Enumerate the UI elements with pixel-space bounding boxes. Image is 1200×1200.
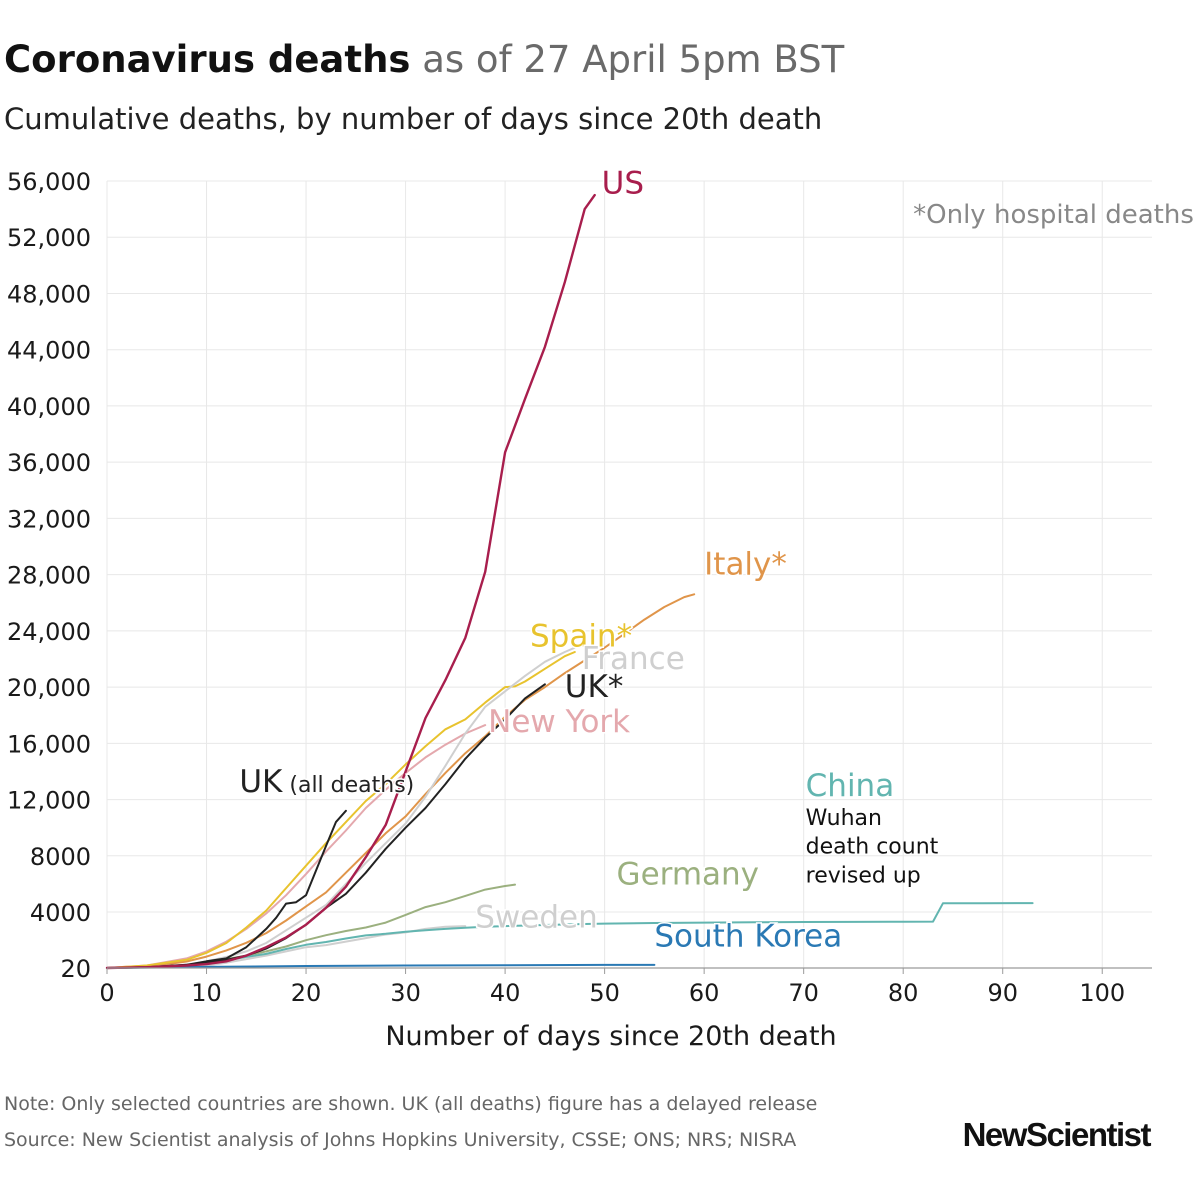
series-label-uk-all-deaths: UK (all deaths) [239, 764, 414, 800]
annotation-only-hospital-deaths: *Only hospital deaths [913, 200, 1194, 230]
series-label-france: France [582, 641, 685, 677]
x-tick-label: 70 [788, 979, 819, 1007]
series-line-south-korea [106, 963, 656, 969]
series-label-germany: Germany [617, 857, 759, 893]
y-tick-label: 16,000 [7, 730, 91, 758]
y-gridlines [107, 180, 1152, 969]
title-bold: Coronavirus deaths [4, 38, 411, 81]
series-line-china [106, 902, 1034, 969]
y-tick-label: 40,000 [7, 393, 91, 421]
y-tick-label: 52,000 [7, 224, 91, 252]
x-tick-label: 60 [689, 979, 720, 1007]
chart-title: Coronavirus deaths as of 27 April 5pm BS… [4, 38, 844, 81]
y-tick-label: 12,000 [7, 787, 91, 815]
series-label-sweden: Sweden [475, 900, 598, 936]
series-label-us: US [602, 166, 644, 202]
y-tick-label: 48,000 [7, 280, 91, 308]
series-label-italy: Italy* [704, 547, 787, 583]
y-tick-label: 8000 [30, 843, 91, 871]
title-date: as of 27 April 5pm BST [410, 38, 845, 81]
series-label-new-york: New York [488, 704, 630, 740]
series-label-china: China [806, 768, 895, 804]
line-chart: 20 4000 8000 12,000 16,000 20,000 24,000 28,000… [7, 164, 1194, 1052]
series-line-uk [106, 683, 546, 969]
y-tick-label: 20,000 [7, 674, 91, 702]
x-tick-label: 100 [1079, 979, 1125, 1007]
annotation-death-count: death count [806, 835, 939, 860]
series-lines [105, 193, 1034, 970]
x-tick-label: 40 [490, 979, 521, 1007]
annotation-revised-up: revised up [806, 864, 921, 889]
y-tick-label: 32,000 [7, 505, 91, 533]
series-label-uk: UK* [565, 669, 624, 705]
x-tick-label: 80 [888, 979, 919, 1007]
series-line-us [105, 193, 596, 970]
footer-note: Note: Only selected countries are shown.… [4, 1093, 818, 1115]
series-line-new-york [106, 724, 487, 969]
y-tick-label: 56,000 [7, 168, 91, 196]
series-line-spain [106, 651, 576, 969]
annotations: *Only hospital deaths Wuhan death count rev… [806, 200, 1194, 888]
series-labels: Germany Sweden South Korea China New York Ita… [238, 164, 896, 956]
series-label-south-korea: South Korea [654, 918, 842, 954]
y-tick-label: 44,000 [7, 337, 91, 365]
x-tick-label: 0 [99, 979, 114, 1007]
x-tick-label: 90 [987, 979, 1018, 1007]
series-line-italy [106, 593, 696, 969]
x-tick-label: 20 [291, 979, 322, 1007]
x-gridlines [106, 181, 1103, 968]
y-tick-label: 20 [60, 955, 91, 983]
series-label-uk-main: UK [239, 764, 283, 800]
x-tick-label: 50 [589, 979, 620, 1007]
brand-logo: NewScientist [962, 1116, 1152, 1153]
x-axis-label: Number of days since 20th death [385, 1021, 836, 1052]
x-tick-labels: 0 10 20 30 40 50 60 70 80 90 100 [99, 979, 1125, 1007]
y-tick-label: 28,000 [7, 562, 91, 590]
y-tick-label: 24,000 [7, 618, 91, 646]
series-label-spain: Spain* [530, 618, 632, 654]
y-tick-labels: 20 4000 8000 12,000 16,000 20,000 24,000 28,000… [7, 168, 91, 983]
axes [106, 967, 1152, 974]
footer-source: Source: New Scientist analysis of Johns … [4, 1129, 797, 1151]
y-tick-label: 4000 [30, 899, 91, 927]
annotation-wuhan: Wuhan [806, 806, 882, 831]
chart-subtitle: Cumulative deaths, by number of days sin… [4, 102, 823, 136]
x-tick-label: 10 [191, 979, 222, 1007]
x-tick-label: 30 [390, 979, 421, 1007]
y-tick-label: 36,000 [7, 449, 91, 477]
series-label-uk-qualifier: (all deaths) [282, 773, 414, 798]
